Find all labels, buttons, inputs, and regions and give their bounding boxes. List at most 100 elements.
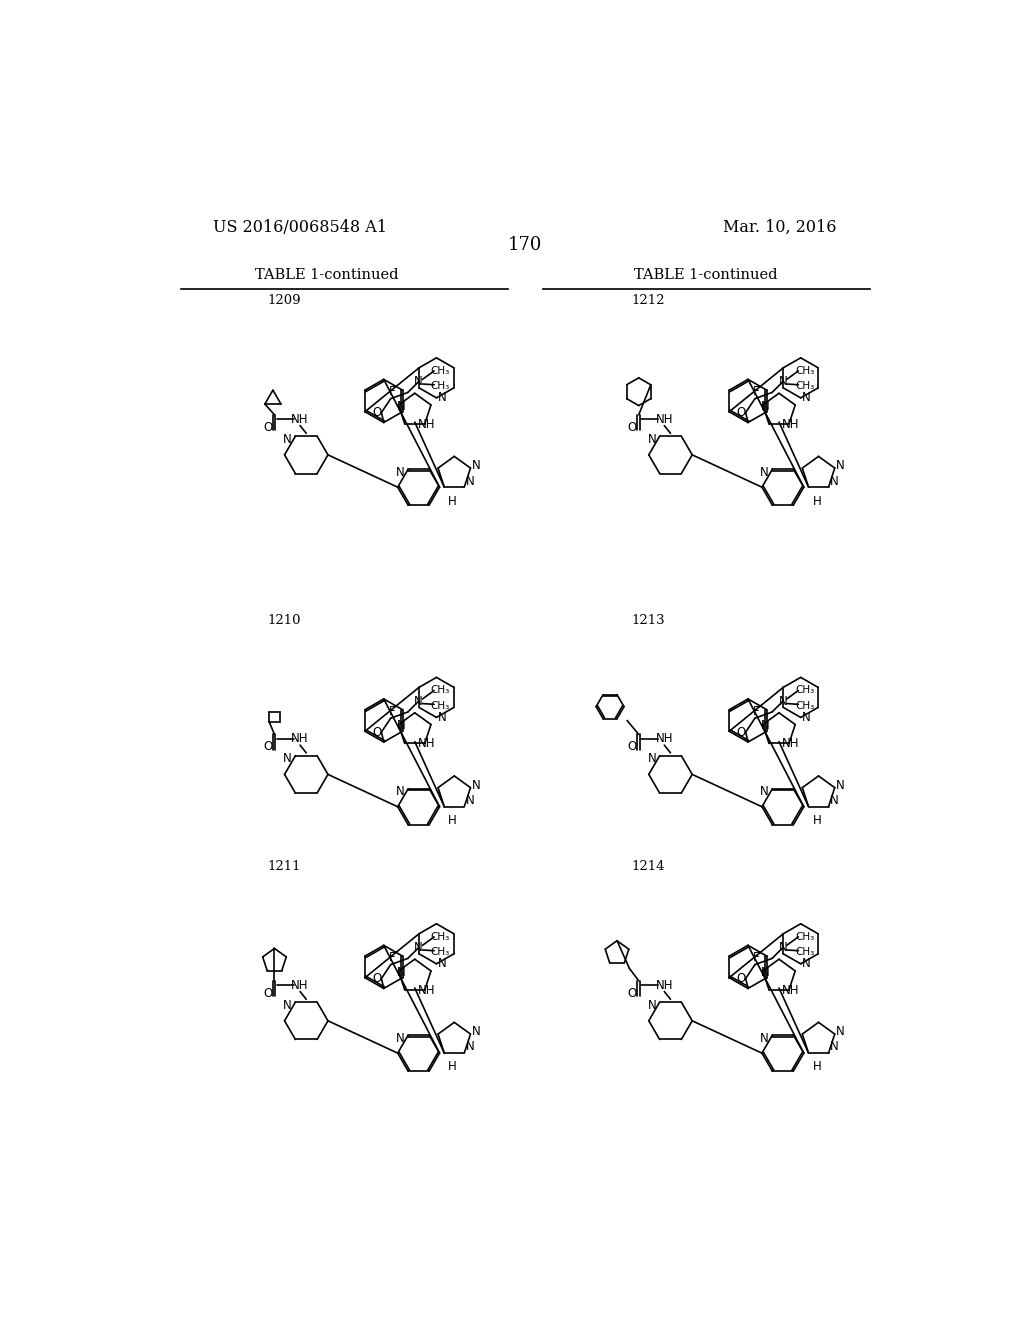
- Text: NH: NH: [655, 413, 673, 426]
- Text: NH: NH: [418, 983, 435, 997]
- Text: N: N: [415, 375, 423, 388]
- Text: CH₃: CH₃: [431, 701, 450, 711]
- Text: CH₃: CH₃: [795, 381, 814, 391]
- Text: CH₃: CH₃: [795, 701, 814, 711]
- Text: CH₃: CH₃: [431, 932, 450, 942]
- Text: O: O: [736, 726, 745, 739]
- Text: O: O: [627, 741, 636, 754]
- Text: F: F: [753, 952, 759, 964]
- Text: N: N: [437, 391, 446, 404]
- Text: N: N: [647, 752, 656, 766]
- Text: CH₃: CH₃: [431, 381, 450, 391]
- Text: N: N: [761, 400, 769, 413]
- Text: N: N: [647, 999, 656, 1011]
- Text: NH: NH: [782, 417, 800, 430]
- Text: US 2016/0068548 A1: US 2016/0068548 A1: [213, 219, 387, 236]
- Text: CH₃: CH₃: [795, 932, 814, 942]
- Text: N: N: [760, 466, 769, 479]
- Text: N: N: [472, 1026, 480, 1038]
- Text: F: F: [388, 705, 395, 718]
- Text: N: N: [396, 966, 406, 979]
- Text: N: N: [836, 459, 845, 473]
- Text: N: N: [472, 459, 480, 473]
- Text: N: N: [415, 694, 423, 708]
- Text: N: N: [778, 694, 787, 708]
- Text: CH₃: CH₃: [431, 685, 450, 696]
- Text: H: H: [813, 814, 821, 828]
- Text: N: N: [647, 433, 656, 446]
- Text: F: F: [388, 952, 395, 964]
- Text: O: O: [263, 741, 272, 754]
- Text: H: H: [449, 1060, 457, 1073]
- Text: N: N: [472, 779, 480, 792]
- Text: N: N: [836, 779, 845, 792]
- Text: N: N: [761, 966, 769, 979]
- Text: N: N: [437, 711, 446, 723]
- Text: N: N: [829, 474, 839, 487]
- Text: N: N: [829, 1040, 839, 1053]
- Text: 1212: 1212: [632, 294, 666, 308]
- Text: N: N: [760, 1032, 769, 1044]
- Text: 1211: 1211: [267, 861, 301, 874]
- Text: N: N: [465, 1040, 474, 1053]
- Text: N: N: [829, 795, 839, 807]
- Text: N: N: [778, 375, 787, 388]
- Text: NH: NH: [655, 979, 673, 991]
- Text: N: N: [284, 752, 292, 766]
- Text: CH₃: CH₃: [431, 366, 450, 376]
- Text: N: N: [465, 474, 474, 487]
- Text: O: O: [736, 972, 745, 985]
- Text: 170: 170: [508, 236, 542, 253]
- Text: N: N: [396, 400, 406, 413]
- Text: TABLE 1-continued: TABLE 1-continued: [255, 268, 398, 282]
- Text: CH₃: CH₃: [795, 685, 814, 696]
- Text: Mar. 10, 2016: Mar. 10, 2016: [723, 219, 837, 236]
- Text: CH₃: CH₃: [431, 948, 450, 957]
- Text: NH: NH: [782, 737, 800, 750]
- Text: 1209: 1209: [267, 294, 301, 308]
- Text: NH: NH: [655, 733, 673, 746]
- Text: CH₃: CH₃: [795, 948, 814, 957]
- Text: F: F: [753, 385, 759, 399]
- Text: N: N: [396, 785, 404, 799]
- Text: TABLE 1-continued: TABLE 1-continued: [634, 268, 777, 282]
- Text: N: N: [284, 999, 292, 1011]
- Text: N: N: [415, 941, 423, 954]
- Text: N: N: [802, 957, 811, 970]
- Text: CH₃: CH₃: [795, 366, 814, 376]
- Text: N: N: [802, 391, 811, 404]
- Text: NH: NH: [291, 979, 309, 991]
- Text: O: O: [736, 407, 745, 418]
- Text: H: H: [813, 495, 821, 508]
- Text: NH: NH: [782, 983, 800, 997]
- Text: N: N: [396, 719, 406, 733]
- Text: N: N: [760, 785, 769, 799]
- Text: F: F: [753, 705, 759, 718]
- Text: N: N: [761, 719, 769, 733]
- Text: 1210: 1210: [267, 614, 301, 627]
- Text: 1214: 1214: [632, 861, 666, 874]
- Text: N: N: [284, 433, 292, 446]
- Text: N: N: [778, 941, 787, 954]
- Text: F: F: [388, 385, 395, 399]
- Text: H: H: [813, 1060, 821, 1073]
- Text: O: O: [263, 421, 272, 434]
- Text: N: N: [396, 466, 404, 479]
- Text: 1213: 1213: [632, 614, 666, 627]
- Text: O: O: [627, 421, 636, 434]
- Text: N: N: [802, 711, 811, 723]
- Text: NH: NH: [291, 733, 309, 746]
- Text: O: O: [372, 407, 381, 418]
- Text: O: O: [627, 986, 636, 999]
- Text: O: O: [372, 726, 381, 739]
- Text: N: N: [396, 1032, 404, 1044]
- Text: NH: NH: [291, 413, 309, 426]
- Text: N: N: [437, 957, 446, 970]
- Text: O: O: [263, 986, 272, 999]
- Text: NH: NH: [418, 417, 435, 430]
- Text: N: N: [465, 795, 474, 807]
- Text: N: N: [836, 1026, 845, 1038]
- Text: O: O: [372, 972, 381, 985]
- Text: H: H: [449, 495, 457, 508]
- Text: H: H: [449, 814, 457, 828]
